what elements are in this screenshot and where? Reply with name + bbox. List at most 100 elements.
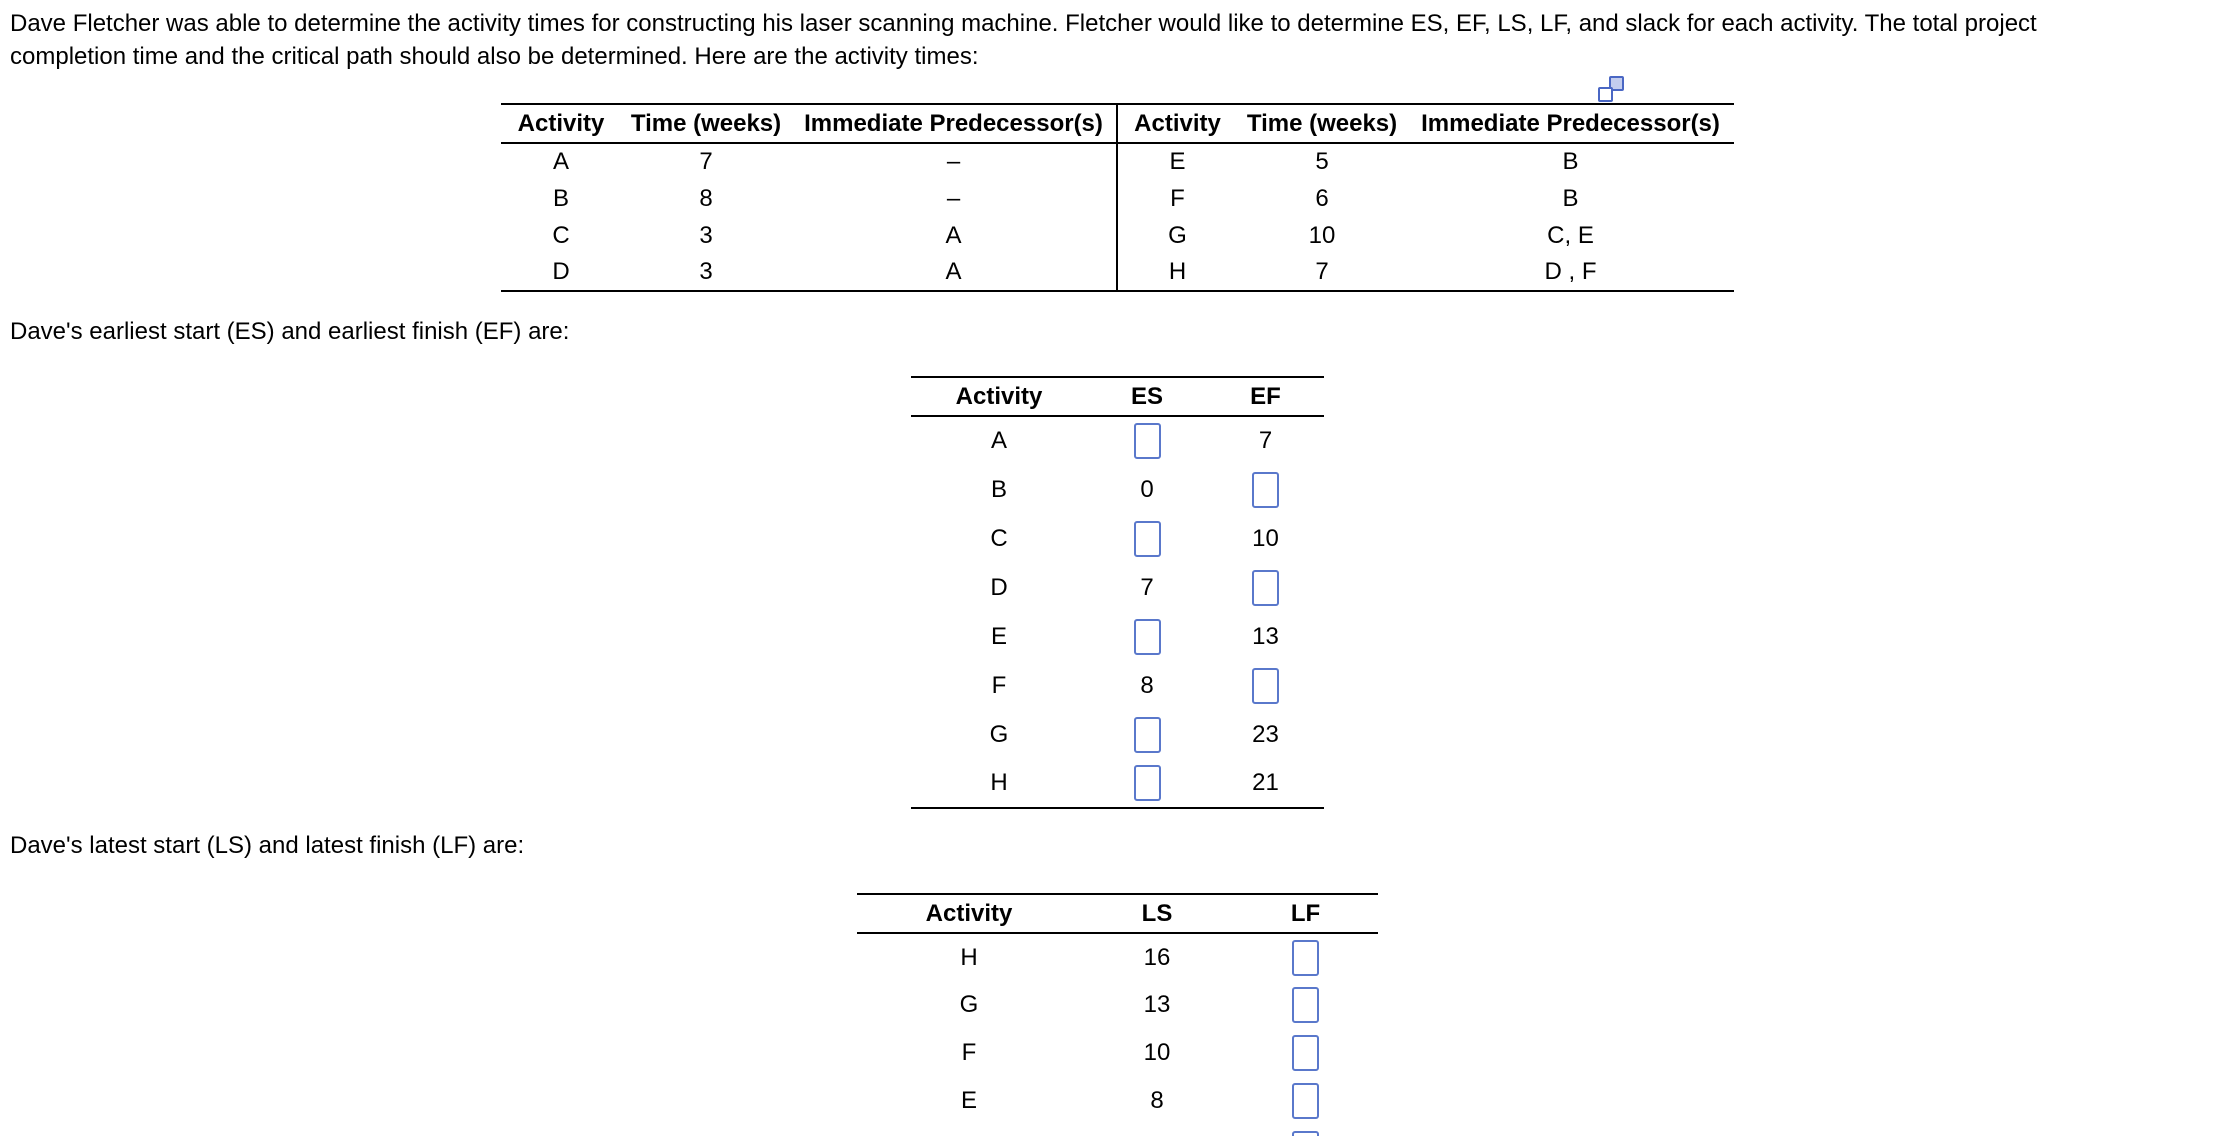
header-activity-right: Activity	[1117, 103, 1237, 144]
es-ef-activity-cell: B	[990, 475, 1007, 503]
ls-lf-activity-cell: F	[961, 1039, 977, 1066]
header-time-right: Time (weeks)	[1237, 103, 1407, 144]
header-es-activity: Activity	[911, 376, 1087, 417]
ef-cell: 21	[1207, 759, 1324, 809]
es-ef-table-body: A 7 B 0 C 10 D 7 E 13 F 8 G 23 H 21	[911, 416, 1324, 809]
activity-times-row: A 7 – E 5 B	[501, 143, 1734, 180]
ls-lf-activity-cell: H	[960, 943, 978, 971]
header-time-left: Time (weeks)	[621, 103, 791, 144]
activity-cell-right: H	[1117, 254, 1237, 292]
ef-input[interactable]	[1252, 569, 1279, 606]
es-input[interactable]	[1133, 716, 1161, 753]
ef-cell	[1207, 465, 1324, 514]
lf-cell	[1233, 1077, 1378, 1125]
header-ls-activity: Activity	[857, 893, 1081, 934]
lf-input[interactable]	[1292, 1035, 1319, 1071]
activity-times-table-header: Activity Time (weeks) Immediate Predeces…	[501, 103, 1734, 144]
ef-input[interactable]	[1252, 471, 1279, 508]
header-es: ES	[1087, 376, 1207, 417]
es-cell: 0	[1140, 475, 1154, 503]
header-ef: EF	[1207, 376, 1324, 417]
es-ef-intro-text: Dave's earliest start (ES) and earliest …	[10, 318, 570, 345]
es-cell: 7	[1140, 573, 1154, 601]
copy-icon-front-square	[1598, 87, 1613, 102]
ls-lf-table-header: Activity LS LF	[857, 893, 1378, 934]
ef-cell: 10	[1252, 524, 1279, 552]
activity-times-header-row: Activity Time (weeks) Immediate Predeces…	[501, 103, 1734, 144]
activity-cell-left: A	[552, 148, 569, 175]
es-input[interactable]	[1133, 423, 1161, 459]
es-ef-activity-cell: G	[989, 720, 1009, 748]
es-ef-activity-cell: D	[990, 573, 1008, 601]
es-input[interactable]	[1133, 618, 1161, 655]
time-cell-right: 10	[1308, 221, 1336, 249]
es-ef-activity-cell: C	[990, 524, 1008, 552]
activity-cell-right: F	[1170, 184, 1185, 212]
ls-lf-table: Activity LS LF H 16 G 13 F 10 E 8	[857, 893, 1378, 1136]
es-cell	[1087, 514, 1207, 563]
header-lf: LF	[1233, 893, 1378, 934]
predecessor-cell-left: A	[791, 254, 1118, 292]
es-ef-table: Activity ES EF A 7 B 0 C 10 D 7 E 13 F 8 G 23 H 21	[911, 376, 1324, 809]
time-cell-right: 7	[1237, 254, 1407, 292]
predecessor-cell-right: D , F	[1407, 254, 1734, 292]
es-cell	[1087, 416, 1207, 465]
es-ef-row: H 21	[911, 759, 1324, 809]
activity-cell-right: G	[1168, 221, 1187, 249]
es-ef-activity-cell: E	[990, 622, 1007, 650]
header-ls: LS	[1081, 893, 1233, 934]
ls-lf-table-body: H 16 G 13 F 10 E 8	[857, 933, 1378, 1136]
ls-lf-activity-cell: E	[960, 1087, 977, 1114]
ls-lf-row: H 16	[857, 933, 1378, 981]
lf-input[interactable]	[1292, 939, 1319, 976]
header-predecessor-right: Immediate Predecessor(s)	[1407, 103, 1734, 144]
es-cell	[1087, 710, 1207, 759]
time-cell-right: 6	[1315, 184, 1329, 212]
ls-lf-header-row: Activity LS LF	[857, 893, 1378, 934]
time-cell-left: 3	[621, 254, 791, 292]
lf-input[interactable]	[1292, 1131, 1319, 1136]
activity-times-table: Activity Time (weeks) Immediate Predeces…	[501, 103, 1734, 292]
ls-lf-activity-cell: G	[959, 991, 979, 1018]
activity-times-row: C 3 A G 10 C, E	[501, 217, 1734, 254]
predecessor-cell-right: B	[1562, 184, 1579, 212]
es-ef-table-header: Activity ES EF	[911, 376, 1324, 417]
ls-cell: 8	[1150, 1087, 1164, 1114]
predecessor-cell-left: A	[791, 217, 1118, 254]
copy-icon[interactable]	[1598, 76, 1624, 102]
problem-statement-line-2: completion time and the critical path sh…	[10, 43, 979, 70]
es-ef-activity-cell: H	[911, 759, 1087, 809]
ef-input[interactable]	[1252, 667, 1279, 704]
header-activity-left: Activity	[501, 103, 621, 144]
ls-lf-row: F 10	[857, 1029, 1378, 1077]
es-ef-row: E 13	[911, 612, 1324, 661]
ls-lf-row: G 13	[857, 981, 1378, 1029]
es-ef-header-row: Activity ES EF	[911, 376, 1324, 417]
ef-cell: 7	[1258, 427, 1273, 454]
activity-cell-left: B	[552, 184, 569, 212]
lf-cell	[1233, 1125, 1378, 1136]
lf-cell	[1233, 1029, 1378, 1077]
activity-cell-left: D	[501, 254, 621, 292]
lf-input[interactable]	[1292, 987, 1319, 1023]
es-ef-row: C 10	[911, 514, 1324, 563]
es-input[interactable]	[1133, 520, 1161, 557]
predecessor-cell-right: C, E	[1547, 221, 1594, 249]
activity-cell-right: E	[1169, 148, 1186, 175]
time-cell-right: 5	[1315, 148, 1329, 175]
header-predecessor-left: Immediate Predecessor(s)	[791, 103, 1118, 144]
ls-cell	[1081, 1125, 1233, 1136]
problem-statement-line-1: Dave Fletcher was able to determine the …	[10, 10, 2037, 37]
lf-input[interactable]	[1292, 1083, 1319, 1119]
es-input[interactable]	[1133, 765, 1161, 801]
lf-cell	[1233, 981, 1378, 1029]
es-cell	[1087, 759, 1207, 809]
ef-cell	[1207, 661, 1324, 710]
